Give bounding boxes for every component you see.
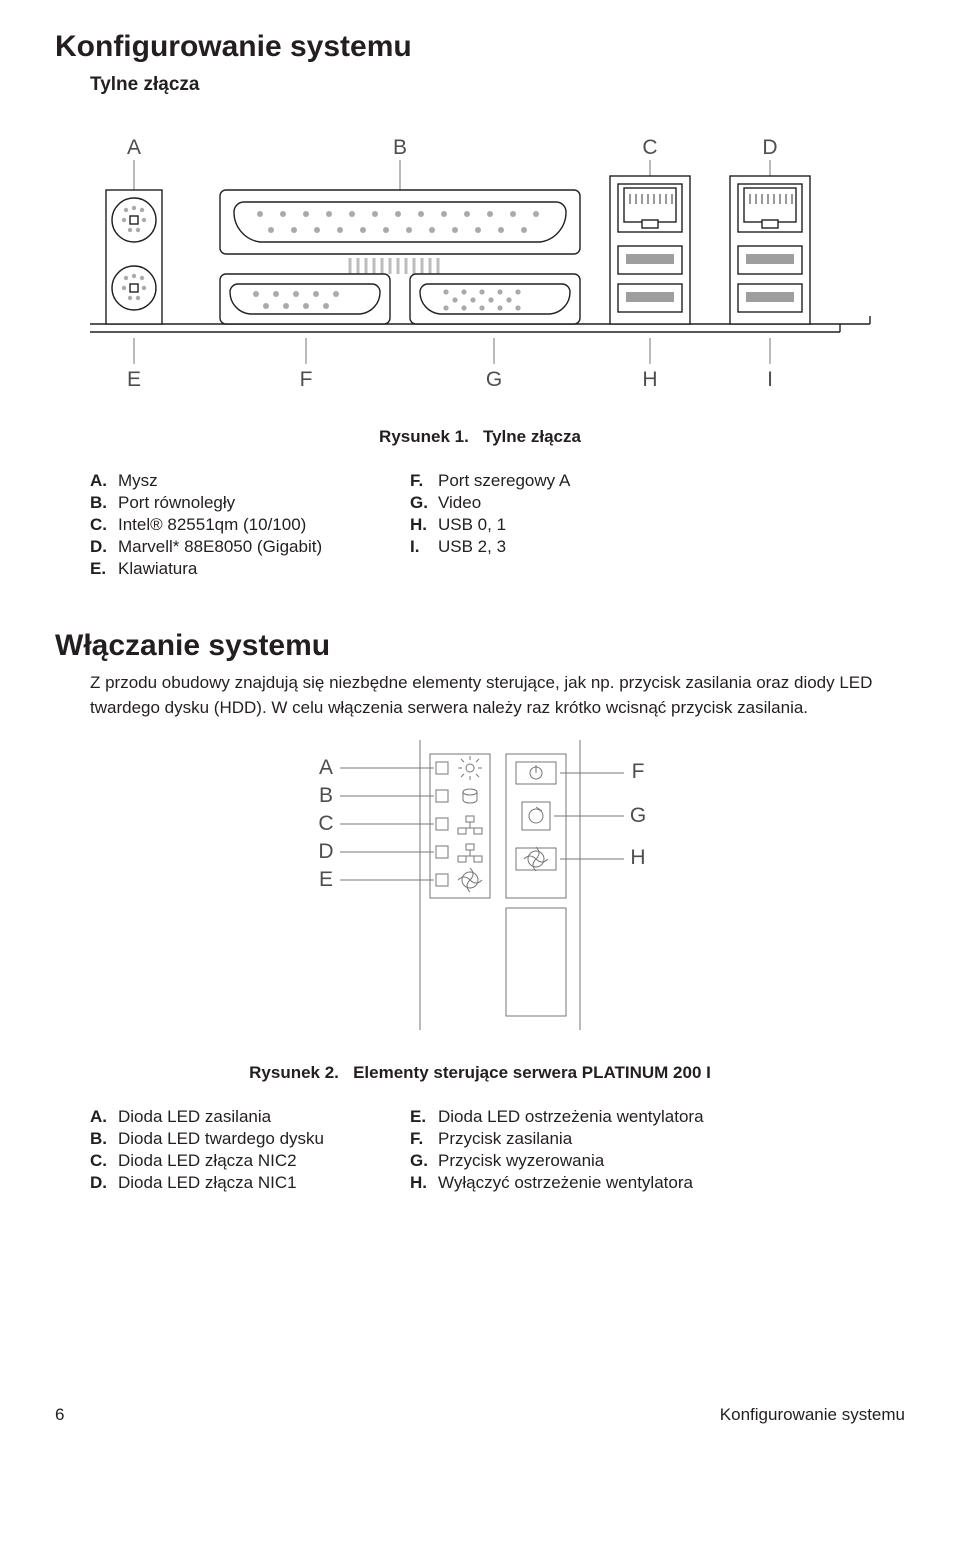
- legend-key: F.: [410, 471, 438, 491]
- fan-mute-icon: [516, 847, 556, 871]
- figure-1-caption: Rysunek 1. Tylne złącza: [55, 427, 905, 447]
- fig1-label-i: I: [767, 368, 773, 391]
- figure-2-caption: Rysunek 2. Elementy sterujące serwera PL…: [55, 1063, 905, 1083]
- legend-key: E.: [90, 559, 118, 579]
- legend-key: D.: [90, 1173, 118, 1193]
- ps2-block: [106, 190, 162, 324]
- figure-2: A B C D E F G H: [55, 740, 905, 1045]
- legend-val: Port równoległy: [118, 493, 235, 513]
- fig1-label-e: E: [127, 368, 141, 391]
- fig1-label-a: A: [127, 136, 141, 159]
- legend-key: D.: [90, 537, 118, 557]
- legend-val: Klawiatura: [118, 559, 197, 579]
- page-title: Konfigurowanie systemu: [55, 30, 905, 64]
- legend-val: Dioda LED złącza NIC1: [118, 1173, 297, 1193]
- legend-val: Wyłączyć ostrzeżenie wentylatora: [438, 1173, 693, 1193]
- fig1-label-g: G: [486, 368, 502, 391]
- nic-usb-stack-2: [730, 176, 810, 324]
- fig2-label-a: A: [319, 756, 333, 779]
- figure-2-legend: A.Dioda LED zasilania B.Dioda LED twarde…: [90, 1107, 905, 1195]
- fig1-label-f: F: [300, 368, 313, 391]
- figure-1-caption-prefix: Rysunek 1.: [379, 427, 469, 446]
- legend-val: Video: [438, 493, 481, 513]
- legend-key: H.: [410, 515, 438, 535]
- serial-port: [220, 274, 390, 324]
- legend-key: B.: [90, 1129, 118, 1149]
- figure-1: A B C D: [55, 124, 905, 409]
- nic-usb-stack-1: [610, 176, 690, 324]
- legend-key: A.: [90, 1107, 118, 1127]
- fig1-label-b: B: [393, 136, 407, 159]
- footer-page-number: 6: [55, 1405, 64, 1425]
- section-2-heading: Włączanie systemu: [55, 629, 905, 663]
- fig1-label-c: C: [642, 136, 657, 159]
- legend-val: Dioda LED złącza NIC2: [118, 1151, 297, 1171]
- figure-2-caption-text: Elementy sterujące serwera PLATINUM 200 …: [353, 1063, 711, 1082]
- page-subtitle: Tylne złącza: [90, 74, 905, 96]
- fig2-label-d: D: [318, 840, 333, 863]
- fig1-label-d: D: [762, 136, 777, 159]
- legend-val: Mysz: [118, 471, 158, 491]
- fig2-label-b: B: [319, 784, 333, 807]
- legend-key: B.: [90, 493, 118, 513]
- legend-key: C.: [90, 1151, 118, 1171]
- fig2-label-f: F: [632, 760, 645, 783]
- legend-key: I.: [410, 537, 438, 557]
- legend-key: C.: [90, 515, 118, 535]
- figure-2-caption-prefix: Rysunek 2.: [249, 1063, 339, 1082]
- legend-key: F.: [410, 1129, 438, 1149]
- parallel-port: [220, 190, 580, 274]
- video-port: [410, 274, 580, 324]
- legend-key: G.: [410, 1151, 438, 1171]
- page-footer: 6 Konfigurowanie systemu: [55, 1405, 905, 1425]
- fig2-label-c: C: [318, 812, 333, 835]
- reset-button-icon: [522, 802, 550, 830]
- legend-val: Dioda LED twardego dysku: [118, 1129, 324, 1149]
- footer-section-title: Konfigurowanie systemu: [720, 1405, 905, 1425]
- legend-key: E.: [410, 1107, 438, 1127]
- legend-val: Dioda LED zasilania: [118, 1107, 271, 1127]
- figure-1-caption-text: Tylne złącza: [483, 427, 581, 446]
- legend-val: USB 0, 1: [438, 515, 506, 535]
- power-button-icon: [516, 762, 556, 784]
- section-2-body: Z przodu obudowy znajdują się niezbędne …: [90, 671, 905, 720]
- legend-val: Intel® 82551qm (10/100): [118, 515, 306, 535]
- fig1-label-h: H: [642, 368, 657, 391]
- legend-val: Przycisk wyzerowania: [438, 1151, 604, 1171]
- legend-val: Przycisk zasilania: [438, 1129, 572, 1149]
- fig2-label-g: G: [630, 804, 646, 827]
- fig2-label-e: E: [319, 868, 333, 891]
- legend-key: A.: [90, 471, 118, 491]
- figure-1-legend: A.Mysz B.Port równoległy C.Intel® 82551q…: [90, 471, 905, 581]
- legend-val: Marvell* 88E8050 (Gigabit): [118, 537, 322, 557]
- legend-key: H.: [410, 1173, 438, 1193]
- legend-key: G.: [410, 493, 438, 513]
- legend-val: Dioda LED ostrzeżenia wentylatora: [438, 1107, 704, 1127]
- legend-val: Port szeregowy A: [438, 471, 570, 491]
- legend-val: USB 2, 3: [438, 537, 506, 557]
- fig2-label-h: H: [630, 846, 645, 869]
